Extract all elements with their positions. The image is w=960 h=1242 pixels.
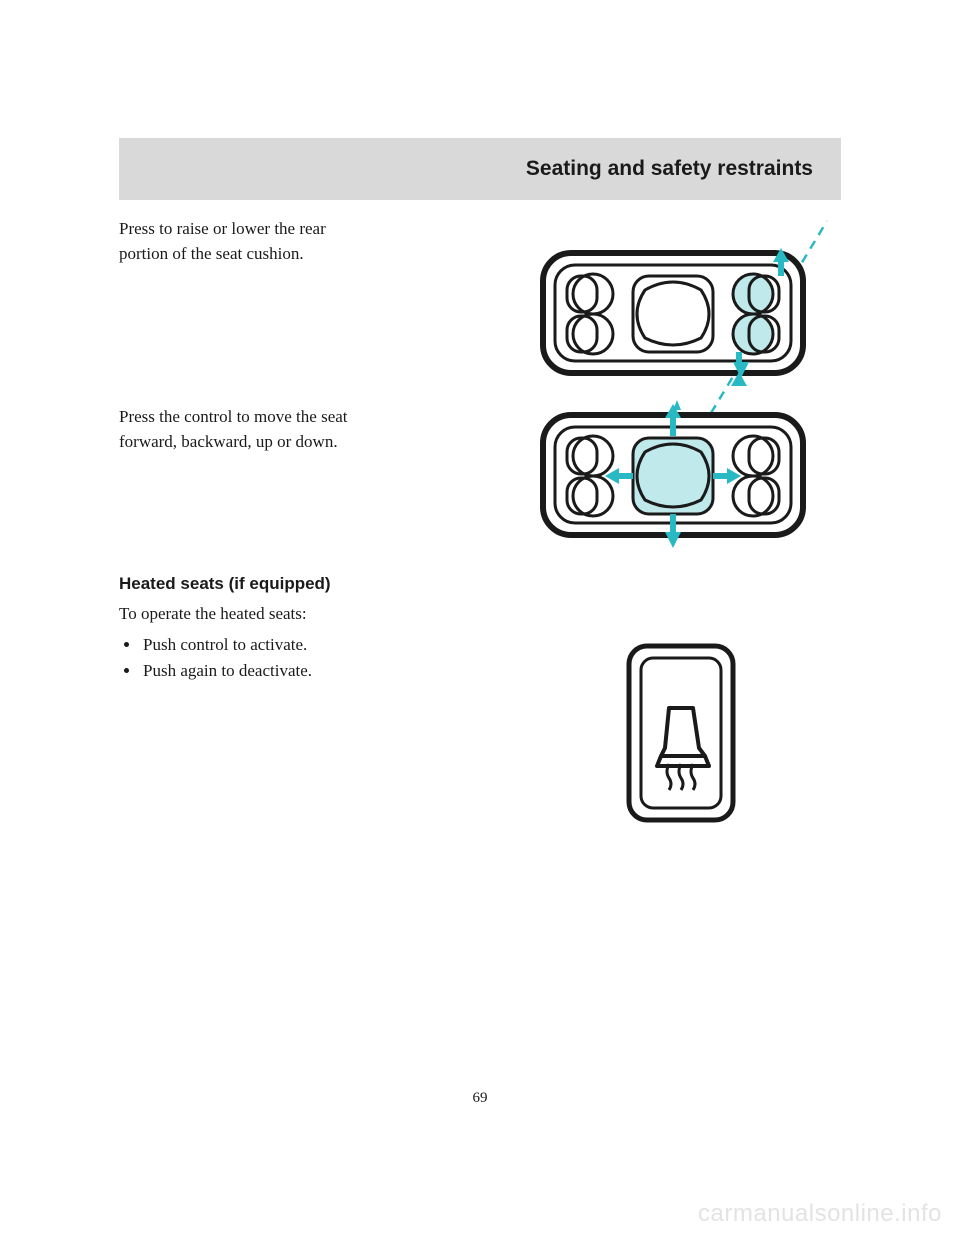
body-text: portion of the seat cushion. bbox=[119, 243, 459, 264]
body-text: Press the control to move the seat bbox=[119, 406, 459, 427]
section-move-seat: Press the control to move the seat forwa… bbox=[119, 406, 841, 546]
subheading-heated: Heated seats (if equipped) bbox=[119, 574, 841, 594]
section-rear-cushion: Press to raise or lower the rear portion… bbox=[119, 218, 841, 398]
heated-seat-switch-icon bbox=[621, 638, 741, 828]
section-heated: Push control to activate. Push again to … bbox=[119, 632, 841, 832]
watermark: carmanualsonline.info bbox=[698, 1200, 942, 1228]
body-text: To operate the heated seats: bbox=[119, 604, 841, 624]
manual-page: Seating and safety restraints Press to r… bbox=[119, 138, 841, 832]
text-block: Press the control to move the seat forwa… bbox=[119, 406, 459, 453]
body-text: Press to raise or lower the rear bbox=[119, 218, 459, 239]
section-title: Seating and safety restraints bbox=[526, 157, 813, 181]
text-block: Press to raise or lower the rear portion… bbox=[119, 218, 459, 265]
page-number: 69 bbox=[473, 1090, 488, 1107]
figure-move-seat bbox=[521, 400, 841, 555]
figure-heated-switch bbox=[621, 638, 741, 833]
seat-control-move-icon bbox=[521, 400, 841, 550]
body-text: forward, backward, up or down. bbox=[119, 431, 459, 452]
figure-rear-cushion bbox=[521, 218, 841, 423]
seat-control-rear-icon bbox=[521, 218, 841, 418]
section-header: Seating and safety restraints bbox=[119, 138, 841, 200]
